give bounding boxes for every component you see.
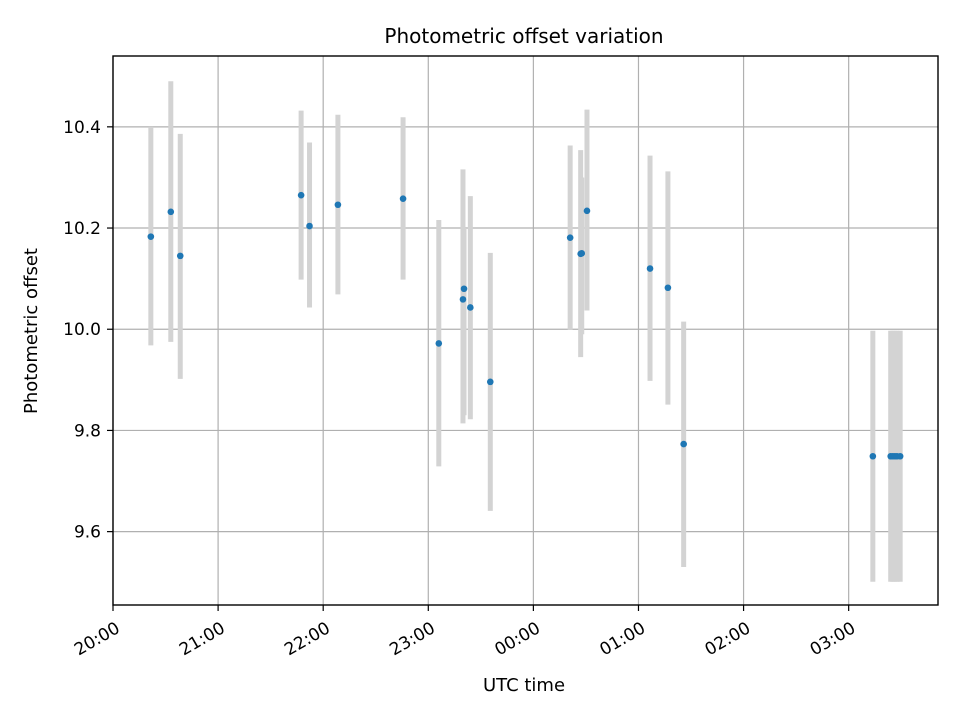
chart-title: Photometric offset variation — [384, 24, 663, 48]
data-point — [467, 304, 474, 311]
y-tick-label: 10.2 — [63, 219, 101, 239]
data-point — [297, 191, 305, 199]
data-point — [566, 234, 574, 241]
y-tick-label: 10.0 — [63, 320, 101, 340]
data-point — [147, 233, 155, 240]
data-point — [578, 250, 586, 257]
y-axis-label: Photometric offset — [21, 248, 42, 414]
data-point — [399, 195, 407, 202]
data-point — [167, 208, 175, 216]
grid — [112, 56, 938, 605]
y-tick-label: 9.6 — [74, 523, 101, 543]
y-tick-label: 10.4 — [63, 118, 101, 138]
data-point — [176, 252, 184, 260]
data-point — [664, 284, 672, 292]
data-point — [306, 222, 313, 230]
data-point — [869, 452, 877, 460]
plot-frame — [112, 55, 939, 606]
data-point — [334, 201, 342, 209]
data-point — [486, 378, 494, 386]
data-point — [896, 452, 904, 460]
data-point — [583, 207, 591, 215]
y-axis-ticks: 9.6 9.8 10.0 10.2 10.4 — [63, 118, 113, 543]
data-point — [460, 285, 468, 293]
x-axis-label: UTC time — [483, 675, 565, 696]
data-points — [147, 191, 904, 460]
data-point — [459, 296, 467, 303]
data-point — [435, 340, 443, 347]
y-tick-label: 9.8 — [74, 421, 101, 441]
data-point — [680, 440, 687, 448]
data-point — [646, 265, 654, 272]
